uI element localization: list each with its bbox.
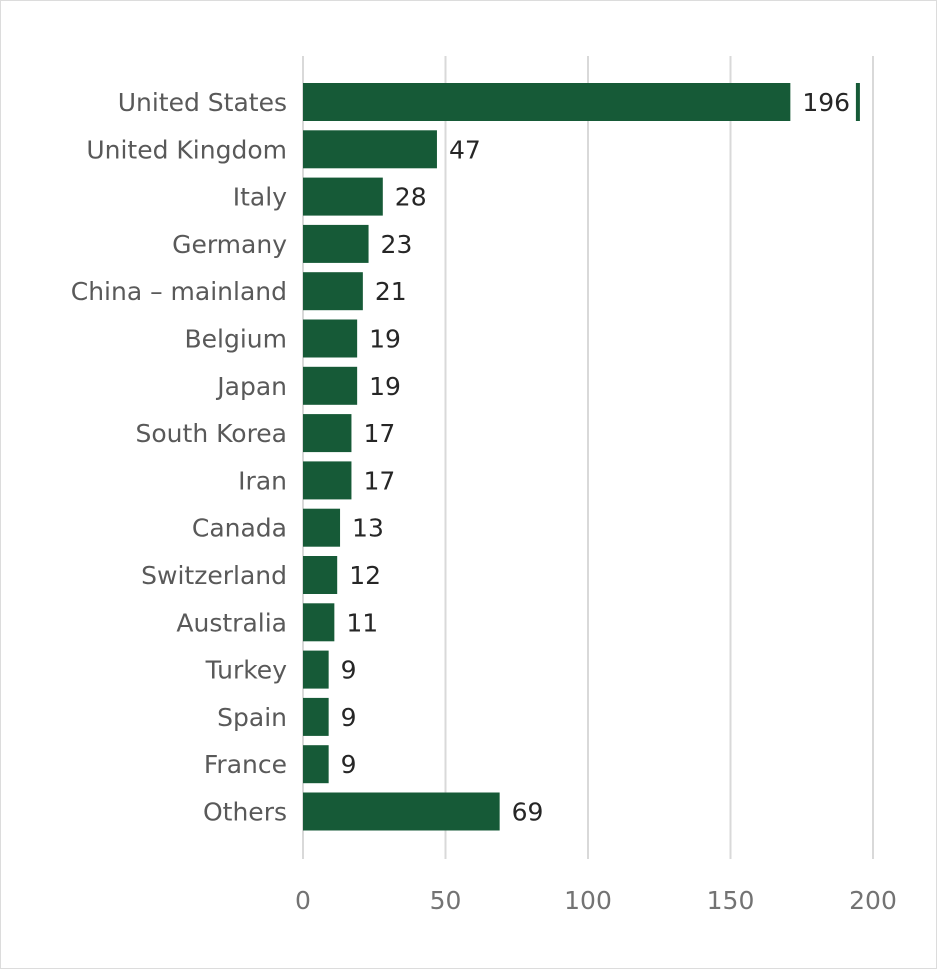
bar	[303, 414, 352, 453]
bar	[303, 366, 358, 405]
value-label: 69	[512, 798, 544, 827]
bar	[303, 272, 363, 311]
value-label: 19	[369, 325, 401, 354]
value-label: 13	[352, 514, 384, 543]
value-label: 9	[341, 656, 357, 685]
value-label: 196	[802, 88, 850, 117]
category-label: South Korea	[136, 419, 287, 448]
value-label: 11	[346, 608, 378, 637]
category-label: France	[204, 750, 287, 779]
category-label: Italy	[233, 183, 287, 212]
value-label: 19	[369, 372, 401, 401]
value-labels: 196 47 28 23 21 19 19 17 17 13 12 11 9 9 9 69	[341, 88, 850, 827]
x-tick-label: 100	[564, 886, 612, 915]
value-label: 17	[363, 466, 395, 495]
category-label: Germany	[172, 230, 287, 259]
category-label: United States	[118, 88, 287, 117]
x-tick-label: 200	[849, 886, 897, 915]
bar	[303, 697, 329, 736]
bars	[303, 83, 860, 831]
gridlines	[302, 56, 874, 859]
bar	[303, 792, 500, 831]
bar	[303, 603, 335, 642]
bar	[303, 319, 358, 358]
bar	[303, 83, 791, 121]
x-tick-label: 150	[707, 886, 755, 915]
bar	[303, 224, 369, 263]
category-label: Turkey	[205, 656, 288, 685]
category-label: Japan	[215, 372, 287, 401]
value-label: 17	[363, 419, 395, 448]
bar-break-segment	[855, 83, 860, 121]
value-label: 47	[449, 135, 481, 164]
bar	[303, 556, 338, 594]
x-tick-label: 0	[295, 886, 311, 915]
category-label: Spain	[217, 703, 287, 732]
value-label: 9	[341, 703, 357, 732]
value-label: 23	[381, 230, 413, 259]
category-label: Australia	[176, 608, 287, 637]
category-labels: United States United Kingdom Italy Germany C…	[71, 88, 287, 827]
x-tick-labels: 0 50 100 150 200	[295, 886, 897, 915]
bar	[303, 177, 383, 216]
bar	[303, 745, 329, 784]
category-label: Canada	[192, 514, 287, 543]
value-label: 21	[375, 277, 407, 306]
category-label: Switzerland	[141, 561, 287, 590]
category-label: China – mainland	[71, 277, 287, 306]
category-label: Belgium	[185, 325, 288, 354]
category-label: Iran	[238, 466, 287, 495]
category-label: United Kingdom	[86, 135, 287, 164]
bar	[303, 461, 352, 500]
bar	[303, 130, 437, 169]
bar	[303, 508, 341, 547]
x-tick-label: 50	[430, 886, 462, 915]
value-label: 9	[341, 750, 357, 779]
bar	[303, 650, 329, 689]
value-label: 28	[395, 183, 427, 212]
category-label: Others	[203, 798, 287, 827]
value-label: 12	[349, 561, 381, 590]
